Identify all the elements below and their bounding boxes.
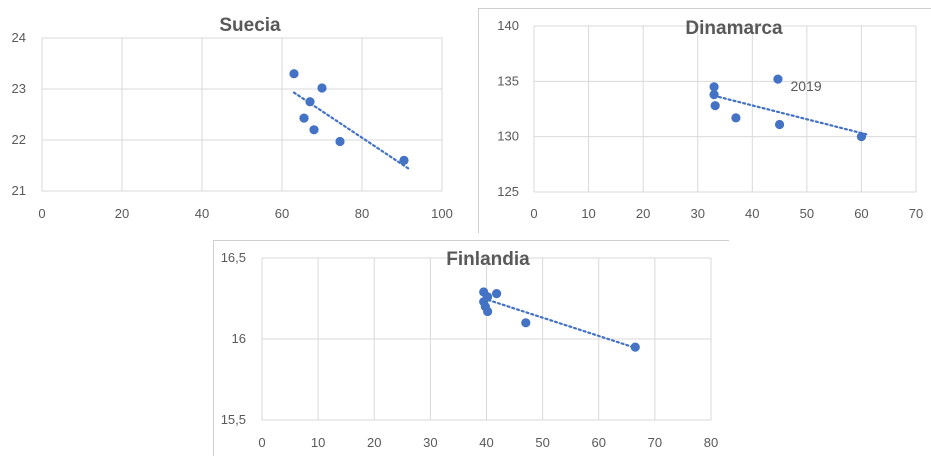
x-tick-label: 40	[195, 206, 209, 221]
data-point	[309, 125, 319, 135]
chart-title: Suecia	[219, 15, 281, 36]
data-point	[709, 82, 719, 92]
x-tick-label: 20	[636, 206, 650, 221]
x-tick-label: 30	[690, 206, 704, 221]
data-point	[317, 83, 327, 93]
chart-panel-suecia: 0 20 40 60 80 100 21 22 23 24 Suecia	[0, 0, 468, 232]
x-tick-label: 0	[38, 206, 45, 221]
x-tick-label: 50	[800, 206, 814, 221]
chart-title: Finlandia	[446, 249, 530, 270]
y-tick-label: 21	[12, 183, 26, 198]
x-tick-label: 60	[275, 206, 289, 221]
data-point	[521, 318, 531, 328]
x-tick-label: 10	[311, 435, 325, 450]
data-point	[709, 90, 719, 100]
data-point	[483, 306, 493, 317]
y-tick-label: 24	[12, 30, 26, 45]
x-tick-label: 40	[479, 435, 493, 450]
x-tick-label: 0	[530, 206, 537, 221]
chart-dinamarca: 0 10 20 30 40 50 60 70 125 130 135 140 2019 Dinamarca	[497, 18, 923, 221]
trendline	[292, 91, 412, 171]
chart-panel-dinamarca: 0 10 20 30 40 50 60 70 125 130 135 140 2019 Dinamarca	[478, 8, 931, 233]
trendline	[482, 297, 640, 350]
x-tick-label: 70	[909, 206, 923, 221]
x-tick-label: 10	[581, 206, 595, 221]
chart-finlandia: 0 10 20 30 40 50 60 70 80 15,5 16 16,5 Finlandia	[221, 249, 719, 450]
data-point	[774, 119, 785, 130]
x-tick-label: 20	[115, 206, 129, 221]
x-tick-label: 70	[648, 435, 662, 450]
x-tick-label: 60	[592, 435, 606, 450]
data-point	[856, 132, 867, 142]
trendline	[712, 94, 868, 136]
x-tick-label: 50	[535, 435, 549, 450]
x-tick-label: 60	[854, 206, 868, 221]
y-tick-label: 125	[497, 184, 519, 199]
data-point	[492, 289, 502, 299]
y-tick-label: 140	[497, 18, 519, 33]
y-tick-label: 16,5	[221, 250, 246, 265]
x-tick-label: 80	[355, 206, 369, 221]
annotation-label: 2019	[790, 78, 821, 94]
y-tick-label: 16	[232, 331, 246, 346]
data-point	[399, 155, 409, 165]
data-point	[731, 113, 741, 123]
data-point	[289, 69, 299, 79]
data-point	[710, 101, 720, 111]
data-point	[630, 342, 640, 352]
y-tick-label: 130	[497, 129, 519, 144]
y-tick-label: 15,5	[221, 412, 246, 427]
chart-title: Dinamarca	[685, 18, 783, 39]
x-tick-label: 100	[431, 206, 453, 221]
y-tick-label: 135	[497, 73, 519, 88]
x-tick-label: 20	[367, 435, 381, 450]
x-tick-label: 80	[704, 435, 718, 450]
data-point	[335, 136, 345, 147]
data-point	[305, 97, 315, 107]
chart-suecia: 0 20 40 60 80 100 21 22 23 24 Suecia	[12, 15, 453, 221]
data-point	[299, 113, 309, 123]
x-tick-label: 0	[258, 435, 265, 450]
x-tick-label: 30	[423, 435, 437, 450]
chart-panel-finlandia: 0 10 20 30 40 50 60 70 80 15,5 16 16,5 Finlandia	[213, 240, 729, 456]
data-point	[773, 74, 783, 84]
x-tick-label: 40	[745, 206, 759, 221]
y-tick-label: 22	[12, 132, 26, 147]
y-tick-label: 23	[12, 81, 26, 96]
